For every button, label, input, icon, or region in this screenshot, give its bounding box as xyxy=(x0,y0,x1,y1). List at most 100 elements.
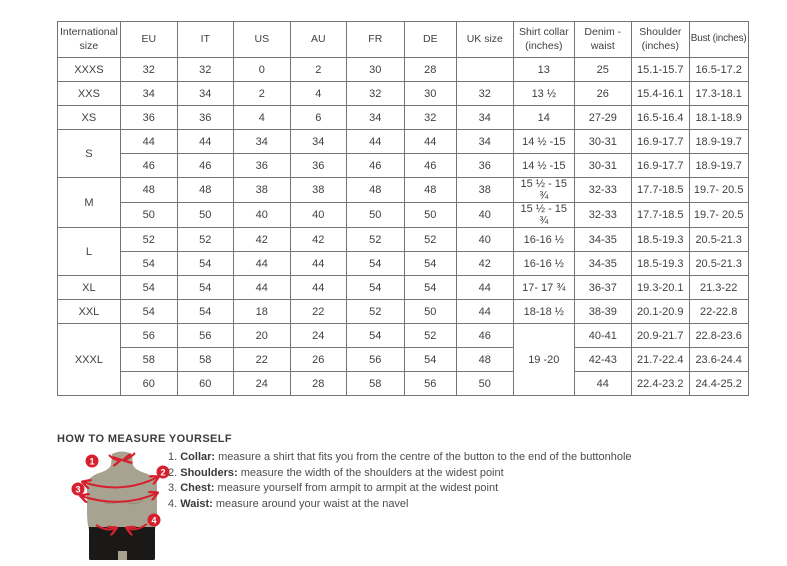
size-value-cell: 14 ½ -15 xyxy=(512,129,575,154)
measure-step: 2. Shoulders: measure the width of the s… xyxy=(168,466,504,479)
collar-arrow-2 xyxy=(124,452,136,460)
size-value-cell: 54 xyxy=(345,323,405,348)
size-value-cell: 20.5-21.3 xyxy=(688,251,749,276)
collar-arrow xyxy=(108,454,120,460)
measure-step: 4. Waist: measure around your waist at t… xyxy=(168,497,409,510)
size-value-cell: 44 xyxy=(455,299,514,324)
size-value-cell: 52 xyxy=(403,227,457,252)
size-value-cell: 32 xyxy=(403,105,457,130)
waist-arrow-left xyxy=(95,524,116,529)
size-value-cell: 44 xyxy=(289,275,347,300)
size-value-cell: 42 xyxy=(455,251,514,276)
size-value-cell: 24 xyxy=(289,323,347,348)
size-value-cell: 44 xyxy=(232,275,291,300)
intl-size-cell: XL xyxy=(57,275,121,300)
size-value-cell: 18-18 ½ xyxy=(512,299,575,324)
size-value-cell: 13 xyxy=(512,57,575,82)
badge-4: 4 xyxy=(147,513,161,527)
size-value-cell: 18 xyxy=(232,299,291,324)
column-header: Shoulder (inches) xyxy=(630,21,690,58)
size-value-cell: 32-33 xyxy=(573,202,632,228)
chest-arrow xyxy=(81,493,157,502)
size-value-cell: 44 xyxy=(573,371,632,396)
table-row: S 44 44 34 34 44 44 34 14 ½ -15 30-31 16.9-17.7 18.… xyxy=(57,129,749,178)
size-value-cell: 20 xyxy=(232,323,291,348)
table-row: 58 58 22 26 56 54 48 42-43 21.7-22.4 23.6-24.4 xyxy=(58,347,749,372)
size-value-cell: 16.5-16.4 xyxy=(630,105,690,130)
size-value-cell: 52 xyxy=(403,323,457,348)
size-value-cell: 15.4-16.1 xyxy=(630,81,690,106)
mannequin-illustration: 1 2 3 4 xyxy=(71,451,170,560)
column-header: EU xyxy=(119,21,178,58)
size-value-cell: 42 xyxy=(232,227,291,252)
size-value-cell: 16.5-17.2 xyxy=(688,57,749,82)
size-value-cell: 46 xyxy=(119,153,178,178)
size-value-cell: 54 xyxy=(345,251,405,276)
size-value-cell: 36 xyxy=(232,153,291,178)
size-value-cell: 54 xyxy=(176,251,234,276)
size-value-cell: 60 xyxy=(119,371,178,396)
size-value-cell: 54 xyxy=(119,275,178,300)
size-value-cell: 0 xyxy=(232,57,291,82)
table-row: 46 46 36 36 46 46 36 14 ½ -15 30-31 16.9-17.7 18.9… xyxy=(58,153,749,178)
svg-text:4: 4 xyxy=(151,515,156,525)
table-row: XL 54 54 44 44 54 54 44 17- 17 ¾ 36-37 19.3-20.1 21… xyxy=(57,275,749,300)
size-value-cell: 15 ½ - 15 ¾ xyxy=(512,202,575,228)
size-value-cell: 34 xyxy=(176,81,234,106)
size-value-cell: 16-16 ½ xyxy=(512,251,575,276)
size-value-cell: 26 xyxy=(573,81,632,106)
size-value-cell: 56 xyxy=(403,371,457,396)
size-value-cell: 34 xyxy=(455,105,514,130)
size-value-cell: 18.9-19.7 xyxy=(688,129,749,154)
size-value-cell: 17.7-18.5 xyxy=(630,202,690,228)
size-value-cell: 20.1-20.9 xyxy=(630,299,690,324)
size-value-cell: 32 xyxy=(176,57,234,82)
size-value-cell: 40-41 xyxy=(573,323,632,348)
shoulders-arrow xyxy=(83,477,158,487)
intl-size-cell: M xyxy=(57,177,121,228)
size-value-cell: 17- 17 ¾ xyxy=(512,275,575,300)
size-value-cell: 32 xyxy=(119,57,178,82)
size-value-cell: 42-43 xyxy=(573,347,632,372)
size-value-cell: 44 xyxy=(176,129,234,154)
size-value-cell: 19.3-20.1 xyxy=(630,275,690,300)
column-header: US xyxy=(232,21,291,58)
size-value-cell: 32 xyxy=(455,81,514,106)
size-value-cell: 4 xyxy=(289,81,347,106)
size-value-cell: 16-16 ½ xyxy=(512,227,575,252)
intl-size-cell: XXXL xyxy=(57,323,121,396)
size-value-cell: 17.7-18.5 xyxy=(630,177,690,203)
size-value-cell: 52 xyxy=(176,227,234,252)
size-value-cell: 40 xyxy=(289,202,347,228)
size-value-cell: 22 xyxy=(289,299,347,324)
size-value-cell: 38 xyxy=(232,177,291,203)
size-value-cell: 44 xyxy=(403,129,457,154)
size-value-cell: 40 xyxy=(232,202,291,228)
size-value-cell: 48 xyxy=(345,177,405,203)
size-value-cell: 50 xyxy=(455,371,514,396)
badge-1: 1 xyxy=(85,454,99,468)
column-header: Bust (inches) xyxy=(688,21,749,58)
column-header: IT xyxy=(176,21,234,58)
intl-size-cell: XS xyxy=(57,105,121,130)
size-value-cell: 20.5-21.3 xyxy=(688,227,749,252)
size-value-cell: 18.5-19.3 xyxy=(630,251,690,276)
size-value-cell: 44 xyxy=(119,129,178,154)
table-row: 54 54 44 44 54 54 42 16-16 ½ 34-35 18.5-19.3 20.5-… xyxy=(58,251,749,276)
size-value-cell: 20.9-21.7 xyxy=(630,323,690,348)
column-header: DE xyxy=(403,21,457,58)
size-value-cell: 50 xyxy=(345,202,405,228)
size-value-cell: 52 xyxy=(345,227,405,252)
size-value-cell: 38-39 xyxy=(573,299,632,324)
measure-step: 1. Collar: measure a shirt that fits you… xyxy=(168,451,632,463)
size-value-cell: 56 xyxy=(176,323,234,348)
measure-guide-heading: HOW TO MEASURE YOURSELF xyxy=(57,433,233,445)
size-value-cell: 36 xyxy=(289,153,347,178)
size-value-cell: 42 xyxy=(289,227,347,252)
intl-size-cell: L xyxy=(57,227,121,276)
size-value-cell: 21.3-22 xyxy=(688,275,749,300)
column-header: FR xyxy=(345,21,405,58)
size-value-cell: 34 xyxy=(455,129,514,154)
size-value-cell: 30-31 xyxy=(573,153,632,178)
size-value-cell: 48 xyxy=(455,347,514,372)
